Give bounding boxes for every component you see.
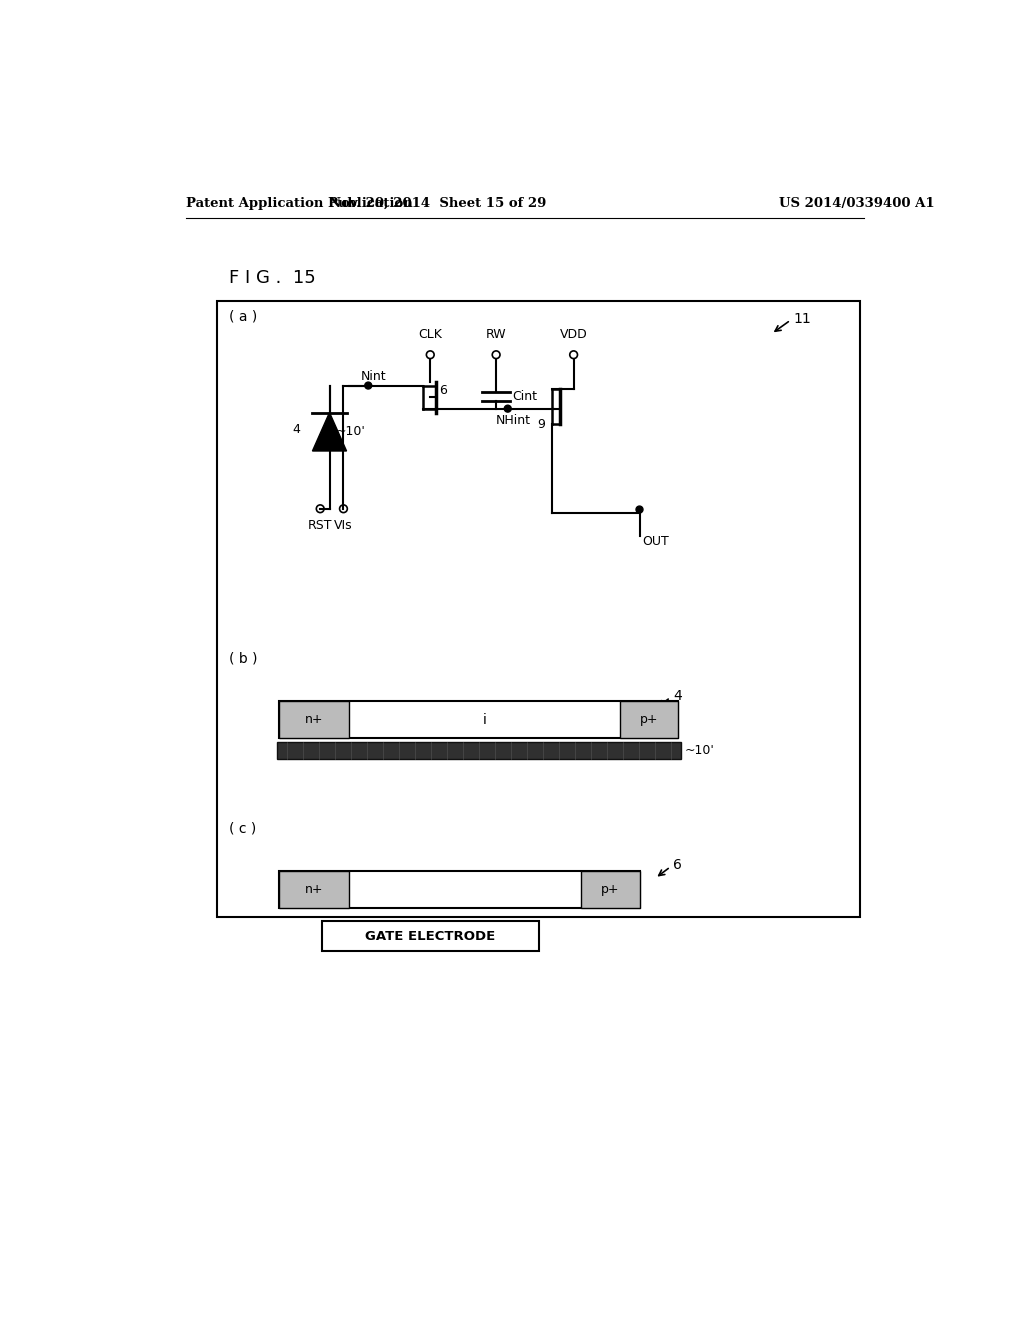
- Text: VIs: VIs: [334, 519, 352, 532]
- Text: Cint: Cint: [512, 389, 538, 403]
- Circle shape: [504, 405, 511, 412]
- Text: 4: 4: [292, 422, 300, 436]
- Polygon shape: [312, 412, 346, 451]
- Bar: [217, 301, 860, 917]
- Bar: [621, 701, 678, 738]
- Bar: [280, 701, 349, 738]
- Text: CLK: CLK: [419, 327, 442, 341]
- Bar: [582, 871, 640, 908]
- Text: ( b ): ( b ): [228, 652, 257, 665]
- Text: Nov. 20, 2014  Sheet 15 of 29: Nov. 20, 2014 Sheet 15 of 29: [330, 197, 547, 210]
- Text: n+: n+: [305, 883, 324, 896]
- Text: NHint: NHint: [496, 414, 531, 428]
- Text: Patent Application Publication: Patent Application Publication: [186, 197, 413, 210]
- Text: 6: 6: [673, 858, 682, 873]
- Text: F I G .  15: F I G . 15: [228, 269, 315, 286]
- Bar: [280, 871, 640, 908]
- Text: ( c ): ( c ): [228, 821, 256, 836]
- Bar: [280, 871, 349, 908]
- Bar: [280, 701, 349, 738]
- Text: ( a ): ( a ): [228, 309, 257, 323]
- Bar: [280, 871, 349, 908]
- Text: n+: n+: [305, 713, 324, 726]
- Circle shape: [636, 506, 643, 513]
- Bar: [621, 701, 678, 738]
- Text: 9: 9: [537, 417, 545, 430]
- Bar: [280, 701, 678, 738]
- Bar: [322, 921, 539, 950]
- Text: Nint: Nint: [360, 370, 386, 383]
- Text: VDD: VDD: [560, 327, 588, 341]
- Text: p+: p+: [640, 713, 658, 726]
- Text: i: i: [482, 713, 486, 727]
- Text: RST: RST: [308, 519, 333, 532]
- Text: 11: 11: [793, 312, 811, 326]
- Bar: [276, 742, 681, 759]
- Text: RW: RW: [485, 327, 507, 341]
- Text: ~10': ~10': [684, 744, 715, 758]
- Text: US 2014/0339400 A1: US 2014/0339400 A1: [779, 197, 935, 210]
- Text: GATE ELECTRODE: GATE ELECTRODE: [366, 929, 496, 942]
- Bar: [582, 871, 640, 908]
- Text: 4: 4: [673, 689, 682, 702]
- Text: 6: 6: [438, 384, 446, 397]
- Text: OUT: OUT: [642, 536, 669, 548]
- Text: p+: p+: [601, 883, 620, 896]
- Circle shape: [365, 381, 372, 389]
- Text: ~10': ~10': [336, 425, 366, 438]
